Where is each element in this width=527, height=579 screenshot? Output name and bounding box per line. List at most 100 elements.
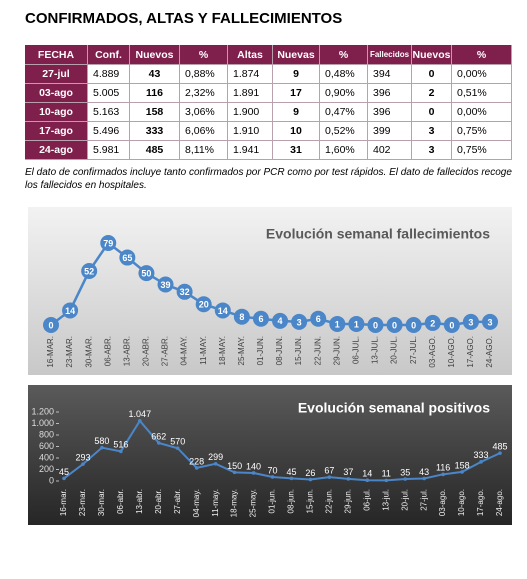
page-title: CONFIRMADOS, ALTAS Y FALLECIMIENTOS [25, 10, 343, 27]
data-label: 11 [382, 469, 391, 479]
data-label: 0 [411, 320, 416, 330]
x-tick-label: 23-MAR. [65, 336, 74, 368]
data-label: 26 [305, 468, 315, 478]
table-cell: 396 [368, 84, 412, 103]
x-tick-label: 27-JUL. [409, 336, 418, 364]
table-cell: 0,75% [452, 141, 512, 160]
chart-title: Evolución semanal fallecimientos [266, 226, 490, 242]
point [384, 478, 389, 483]
x-tick-label: 29-JUN. [332, 336, 341, 365]
x-tick-label: 25-may. [249, 489, 258, 517]
x-tick-label: 01-JUN. [256, 336, 265, 365]
x-tick-label: 06-jul. [362, 489, 371, 511]
data-label: 37 [343, 467, 353, 477]
data-label: 8 [239, 312, 244, 322]
table-cell: 399 [368, 122, 412, 141]
table-cell: 0,48% [320, 65, 368, 84]
table-cell: 0 [412, 65, 452, 84]
x-tick-label: 06-ABR. [103, 336, 112, 366]
data-label: 293 [75, 453, 90, 463]
table-cell: 03-ago [25, 84, 88, 103]
data-label: 516 [113, 440, 128, 450]
point [346, 477, 351, 481]
x-tick-label: 27-ABR. [161, 336, 170, 366]
data-label: 20 [199, 300, 209, 310]
data-label: 79 [103, 238, 113, 248]
table-cell: 17 [273, 84, 320, 103]
data-label: 3 [487, 317, 492, 327]
table-cell: 43 [130, 65, 180, 84]
data-label: 485 [492, 441, 507, 451]
data-label: 1 [335, 319, 340, 329]
point [386, 317, 403, 333]
table-cell: 2 [412, 84, 452, 103]
data-label: 45 [286, 467, 296, 477]
line [63, 419, 501, 482]
x-tick-label: 24-AGO. [485, 336, 494, 368]
x-tick-label: 15-JUN. [294, 336, 303, 365]
point [422, 476, 426, 481]
x-tick-label: 16-mar. [59, 489, 68, 516]
point [479, 460, 483, 464]
x-tick-label: 15-jun. [306, 489, 315, 513]
point [195, 296, 212, 313]
point [424, 314, 441, 331]
table-cell: 8,11% [180, 141, 228, 160]
point [252, 310, 269, 327]
point [482, 313, 498, 330]
data-label: 150 [227, 461, 242, 471]
x-tick-label: 06-JUL. [352, 336, 361, 364]
table-cell: 0 [412, 103, 452, 122]
data-label: 0 [449, 320, 454, 330]
table-cell: 3,06% [180, 103, 228, 122]
data-label: 45 [59, 467, 69, 477]
x-tick-label: 30-MAR. [84, 336, 93, 368]
point [81, 263, 98, 280]
data-label: 228 [189, 456, 204, 466]
table-cell: 1.910 [228, 122, 273, 141]
table-cell: 1.900 [228, 103, 273, 122]
point [119, 249, 136, 266]
point [327, 475, 332, 479]
x-tick-label: 01-jun. [268, 489, 277, 513]
table-cell: 0,75% [452, 122, 512, 141]
table-cell: 10 [273, 122, 320, 141]
data-label: 1.047 [129, 409, 152, 419]
table-cell: 394 [368, 65, 412, 84]
x-tick-label: 08-jun. [287, 489, 296, 513]
table-cell: 0,51% [452, 84, 512, 103]
point [119, 449, 123, 454]
x-tick-label: 13-ABR. [122, 336, 131, 366]
table-cell: 5.163 [88, 103, 130, 122]
table-cell: 9 [273, 103, 320, 122]
table-cell: 1.941 [228, 141, 273, 160]
point [310, 310, 327, 327]
table-cell: 2,32% [180, 84, 228, 103]
table-cell: 5.981 [88, 141, 130, 160]
table-cell: Fallecidos [368, 45, 412, 65]
point [443, 317, 460, 333]
x-tick-label: 03-AGO. [428, 336, 437, 368]
table-cell: 4.889 [88, 65, 130, 84]
point [403, 477, 408, 481]
x-tick-label: 03-ago. [438, 489, 447, 516]
data-label: 1 [354, 319, 359, 329]
x-tick-label: 27-jul. [419, 489, 428, 511]
point [138, 418, 142, 423]
x-tick-label: 17-AGO. [466, 336, 475, 368]
table-cell: 485 [130, 141, 180, 160]
x-tick-label: 10-ago. [457, 489, 466, 516]
x-tick-label: 23-mar. [78, 489, 87, 516]
data-label: 14 [65, 306, 75, 316]
table-cell: Nuevas [273, 45, 320, 65]
x-tick-label: 22-jun. [325, 489, 334, 513]
table-cell: 1.891 [228, 84, 273, 103]
point [365, 478, 370, 482]
table-cell: 3 [412, 122, 452, 141]
table-cell: 1,60% [320, 141, 368, 160]
x-tick-label: 17-ago. [476, 489, 485, 516]
data-label: 2 [430, 318, 435, 328]
table-cell: 0,00% [452, 103, 512, 122]
